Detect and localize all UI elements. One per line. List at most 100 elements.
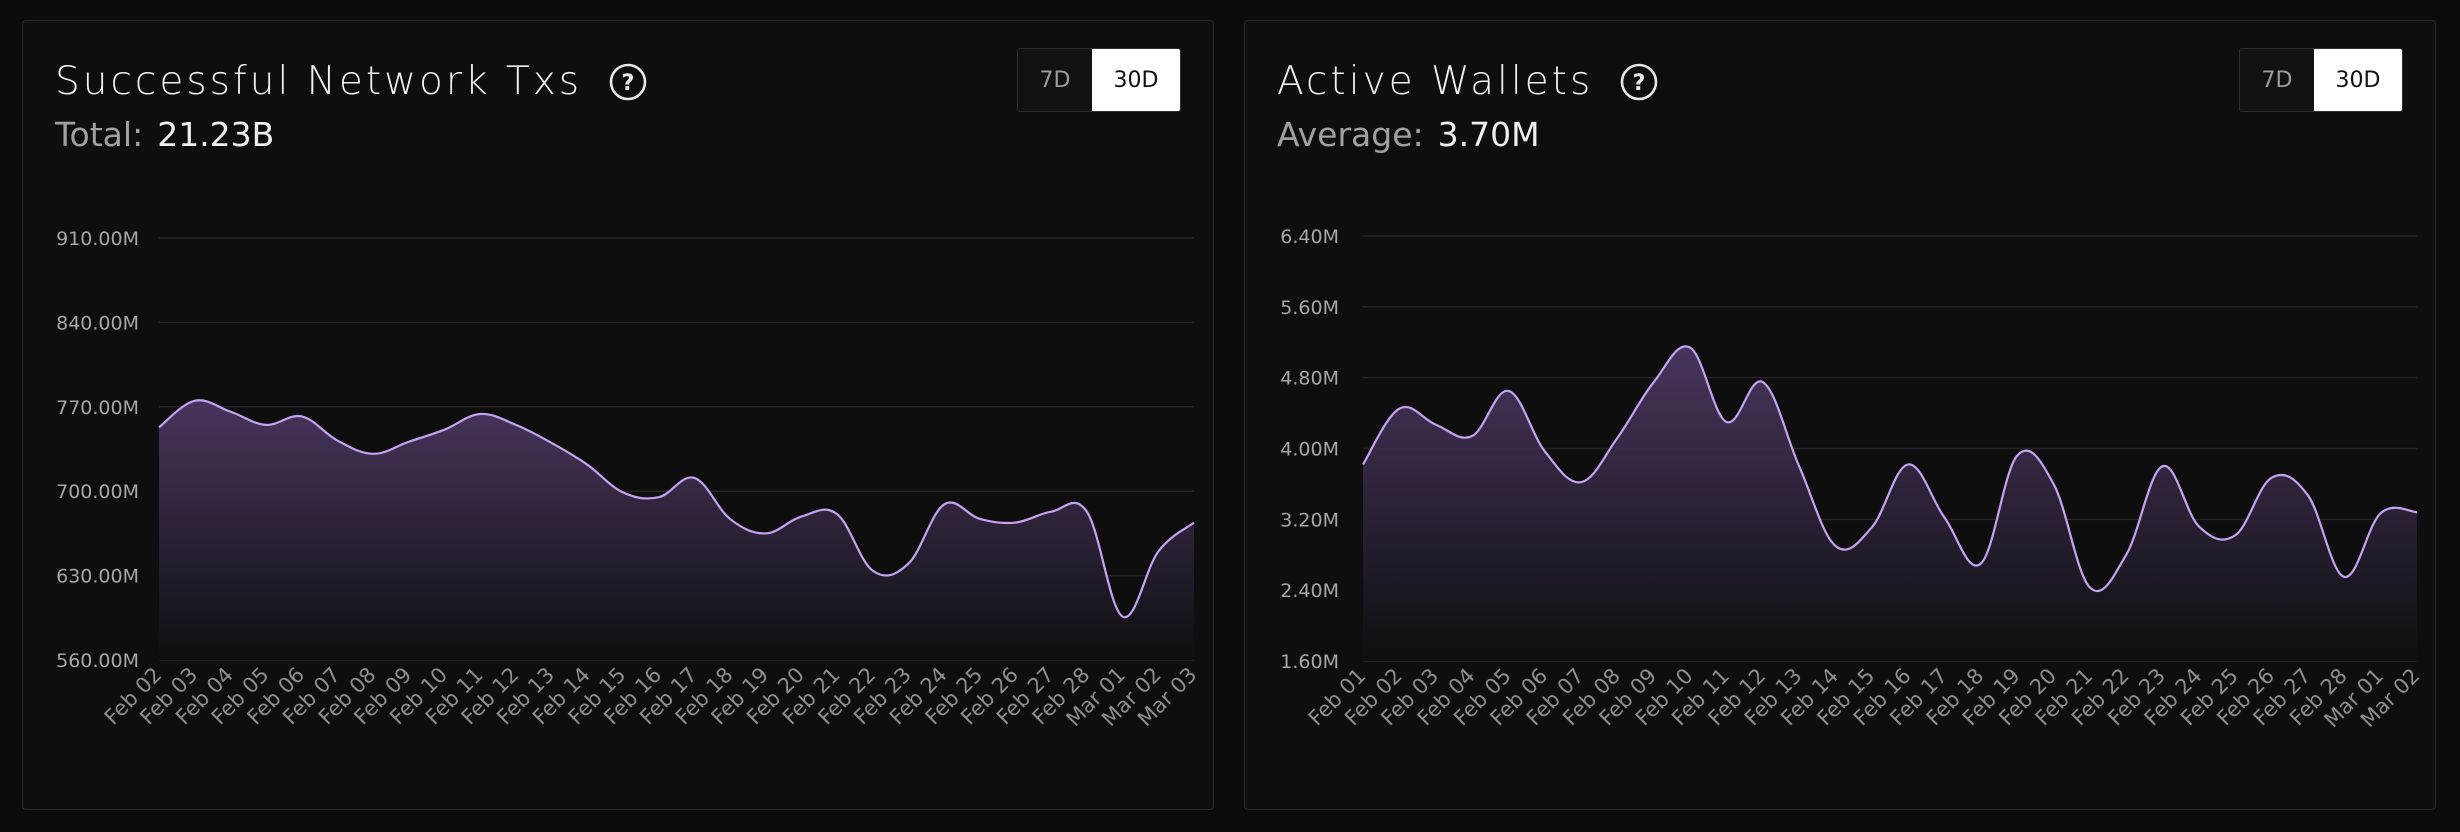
series-line <box>1362 345 2418 593</box>
data-point[interactable] <box>2338 571 2350 583</box>
svg-text:?: ? <box>1633 71 1646 96</box>
data-point[interactable] <box>2011 450 2023 462</box>
area-fill <box>1363 346 2417 661</box>
data-point[interactable] <box>902 558 914 570</box>
y-tick-label: 4.00M <box>1280 439 1339 461</box>
data-point[interactable] <box>831 508 843 520</box>
data-point[interactable] <box>1720 416 1732 428</box>
data-point[interactable] <box>1866 521 1878 533</box>
y-tick-label: 6.40M <box>1280 226 1339 248</box>
data-point[interactable] <box>510 419 522 431</box>
data-point[interactable] <box>474 408 486 420</box>
data-point[interactable] <box>688 472 700 484</box>
data-point[interactable] <box>1684 342 1696 354</box>
help-icon[interactable]: ? <box>608 62 648 102</box>
data-point[interactable] <box>224 406 236 418</box>
data-point[interactable] <box>2120 549 2132 561</box>
txs-area-chart: 560.00M 630.00M 700.00M 770.00M 840.00M 910.0… <box>56 228 1201 731</box>
help-icon[interactable]: ? <box>1619 62 1659 102</box>
data-point[interactable] <box>1502 385 1514 397</box>
data-point[interactable] <box>2193 520 2205 532</box>
data-point[interactable] <box>1975 558 1987 570</box>
series-line <box>158 399 1195 619</box>
average-stat: Average: 3.70M <box>1277 115 1540 154</box>
network-txs-card: Successful Network Txs ? Total: 21.23B 7D… <box>22 20 1214 810</box>
data-point[interactable] <box>2411 506 2423 518</box>
stat-label: Total: <box>55 115 144 154</box>
data-point[interactable] <box>2084 582 2096 594</box>
y-tick-label: 3.20M <box>1280 509 1339 531</box>
data-point[interactable] <box>1081 506 1093 518</box>
data-point[interactable] <box>2157 460 2169 472</box>
data-point[interactable] <box>1757 376 1769 388</box>
data-point[interactable] <box>1829 540 1841 552</box>
data-point[interactable] <box>2266 472 2278 484</box>
toggle-30d-button[interactable]: 30D <box>1092 49 1180 111</box>
data-point[interactable] <box>331 435 343 447</box>
data-point[interactable] <box>189 395 201 407</box>
y-tick-label: 4.80M <box>1280 368 1339 390</box>
toggle-7d-button[interactable]: 7D <box>1018 49 1092 111</box>
data-point[interactable] <box>1188 517 1200 529</box>
data-point[interactable] <box>367 448 379 460</box>
data-point[interactable] <box>867 565 879 577</box>
data-point[interactable] <box>546 437 558 449</box>
data-point[interactable] <box>1010 517 1022 529</box>
data-point[interactable] <box>724 513 736 525</box>
stat-value: 21.23B <box>157 115 275 154</box>
data-point[interactable] <box>296 410 308 422</box>
toggle-7d-button[interactable]: 7D <box>2240 49 2314 111</box>
data-point[interactable] <box>2375 507 2387 519</box>
data-point[interactable] <box>1539 445 1551 457</box>
data-point[interactable] <box>2229 529 2241 541</box>
y-tick-label: 5.60M <box>1280 297 1339 319</box>
data-point[interactable] <box>1902 458 1914 470</box>
data-point[interactable] <box>1393 403 1405 415</box>
data-point[interactable] <box>581 459 593 471</box>
stat-label: Average: <box>1277 115 1424 154</box>
data-point[interactable] <box>153 421 165 433</box>
y-tick-label: 840.00M <box>56 312 139 334</box>
y-tick-label: 630.00M <box>56 566 139 588</box>
range-toggle: 7D 30D <box>1017 48 1181 112</box>
data-point[interactable] <box>2302 489 2314 501</box>
data-point[interactable] <box>403 436 415 448</box>
data-point[interactable] <box>1152 545 1164 557</box>
card-title: Active Wallets <box>1277 59 1594 104</box>
y-tick-label: 1.60M <box>1280 651 1339 673</box>
data-point[interactable] <box>1939 512 1951 524</box>
data-point[interactable] <box>1466 430 1478 442</box>
data-point[interactable] <box>1430 419 1442 431</box>
range-toggle: 7D 30D <box>2239 48 2403 112</box>
data-point[interactable] <box>1045 506 1057 518</box>
data-point[interactable] <box>1648 376 1660 388</box>
card-title: Successful Network Txs <box>55 59 583 104</box>
svg-text:?: ? <box>622 71 635 96</box>
data-point[interactable] <box>974 513 986 525</box>
data-point[interactable] <box>1575 476 1587 488</box>
total-stat: Total: 21.23B <box>55 115 274 154</box>
y-tick-label: 2.40M <box>1280 580 1339 602</box>
y-tick-label: 560.00M <box>56 650 139 672</box>
y-tick-label: 700.00M <box>56 481 139 503</box>
active-wallets-card: Active Wallets ? Average: 3.70M 7D 30D 1.… <box>1244 20 2436 810</box>
card-header: Active Wallets ? <box>1277 59 1659 104</box>
data-point[interactable] <box>1611 432 1623 444</box>
card-header: Successful Network Txs ? <box>55 59 648 104</box>
data-point[interactable] <box>439 424 451 436</box>
y-tick-label: 910.00M <box>56 228 139 250</box>
data-point[interactable] <box>2048 478 2060 490</box>
data-point[interactable] <box>1793 460 1805 472</box>
data-point[interactable] <box>653 491 665 503</box>
stat-value: 3.70M <box>1437 115 1540 154</box>
data-point[interactable] <box>1117 611 1129 623</box>
data-point[interactable] <box>1357 458 1369 470</box>
data-point[interactable] <box>260 419 272 431</box>
data-point[interactable] <box>760 527 772 539</box>
data-point[interactable] <box>938 498 950 510</box>
toggle-30d-button[interactable]: 30D <box>2314 49 2402 111</box>
data-point[interactable] <box>617 486 629 498</box>
data-point[interactable] <box>795 511 807 523</box>
y-tick-label: 770.00M <box>56 397 139 419</box>
